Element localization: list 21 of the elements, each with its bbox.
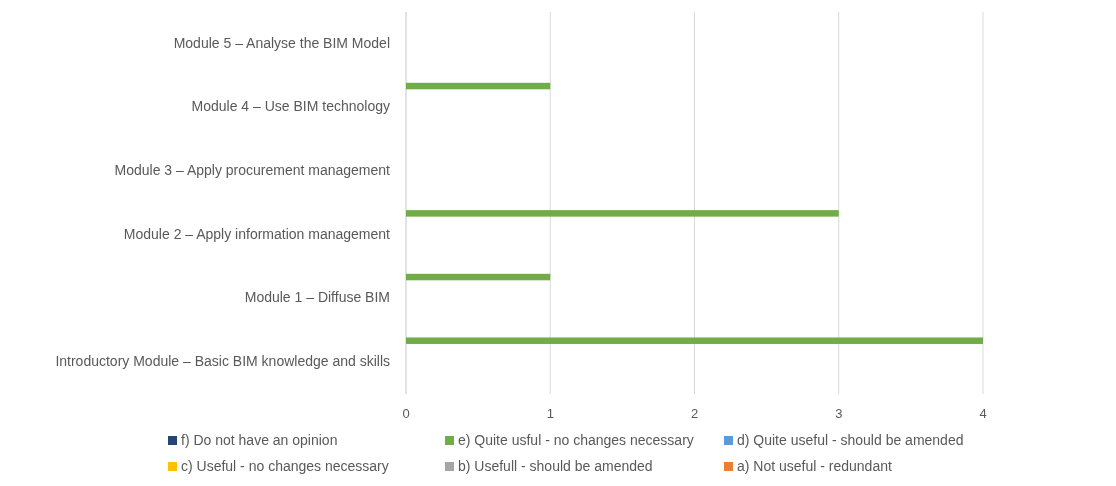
x-tick-label: 0 <box>402 406 410 421</box>
bar <box>406 273 551 281</box>
legend-label: b) Usefull - should be amended <box>458 457 653 474</box>
bar <box>406 82 551 90</box>
legend-label: f) Do not have an opinion <box>181 431 338 448</box>
y-tick-label: Module 5 – Analyse the BIM Model <box>173 34 390 51</box>
y-tick-label: Module 2 – Apply information management <box>123 225 391 242</box>
x-tick-label: 3 <box>835 406 843 421</box>
y-tick-label: Introductory Module – Basic BIM knowledge and skills <box>55 352 390 369</box>
legend-label: c) Useful - no changes necessary <box>181 457 389 474</box>
x-tick-label: 2 <box>690 406 699 421</box>
y-tick-label: Module 4 – Use BIM technology <box>191 98 390 115</box>
y-tick-label: Module 3 – Apply procurement management <box>114 161 391 178</box>
y-tick-label: Module 1 – Diffuse BIM <box>244 289 390 306</box>
legend-label: a) Not useful - redundant <box>737 457 892 474</box>
bar <box>406 210 839 217</box>
x-tick-label: 1 <box>546 406 554 421</box>
legend-label: d) Quite useful - should be amended <box>737 431 964 448</box>
bar <box>406 337 983 344</box>
legend-label: e) Quite usful - no changes necessary <box>458 431 694 448</box>
x-tick-label: 4 <box>979 406 987 421</box>
